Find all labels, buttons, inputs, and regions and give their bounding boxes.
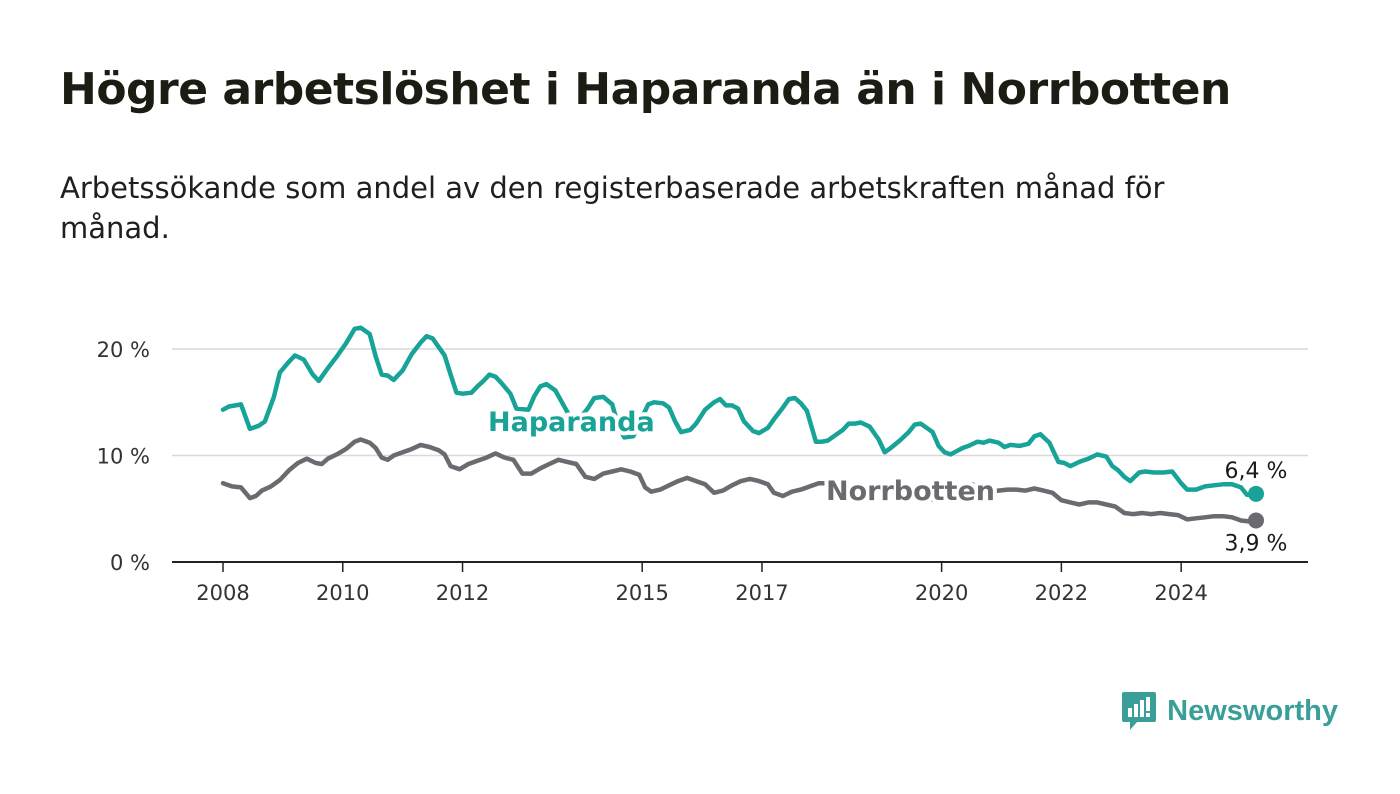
x-tick-label: 2010 (316, 581, 369, 605)
end-point-haparanda (1248, 485, 1264, 502)
series-group (220, 325, 1264, 529)
grid (172, 348, 1308, 457)
series-labels: Haparanda Norrbotten 6,4 % 3,9 % (484, 403, 1288, 556)
page-subtitle: Arbetssökande som andel av den registerb… (60, 171, 1165, 245)
y-tick-label: 20 % (97, 338, 150, 362)
x-tick-label: 2024 (1154, 581, 1207, 605)
y-tick-label: 10 % (97, 445, 150, 469)
y-axis: 0 % 10 % 20 % (97, 338, 150, 575)
x-tick-label: 2008 (196, 581, 249, 605)
bar-chart-logo-icon (1122, 692, 1157, 730)
series-line-norrbotten (220, 437, 1259, 524)
x-tick-label: 2012 (436, 581, 489, 605)
x-axis: 2008 2010 2012 2015 2017 2020 2022 2024 (172, 561, 1308, 605)
series-line-haparanda (220, 325, 1259, 498)
x-tick-label: 2015 (615, 581, 668, 605)
x-tick-label: 2017 (735, 581, 788, 605)
end-label-norrbotten: 3,9 % (1225, 531, 1288, 556)
brand-logo: Newsworthy (1121, 690, 1338, 732)
series-label-haparanda: Haparanda (488, 407, 655, 438)
x-tick-label: 2020 (915, 581, 968, 605)
y-tick-label: 0 % (110, 551, 150, 575)
series-label-norrbotten: Norrbotten (826, 476, 995, 507)
end-point-norrbotten (1248, 512, 1264, 529)
x-tick-label: 2022 (1035, 581, 1088, 605)
end-label-haparanda: 6,4 % (1225, 459, 1288, 484)
page-title: Högre arbetslöshet i Haparanda än i Norr… (60, 64, 1231, 115)
brand-name: Newsworthy (1167, 694, 1338, 727)
